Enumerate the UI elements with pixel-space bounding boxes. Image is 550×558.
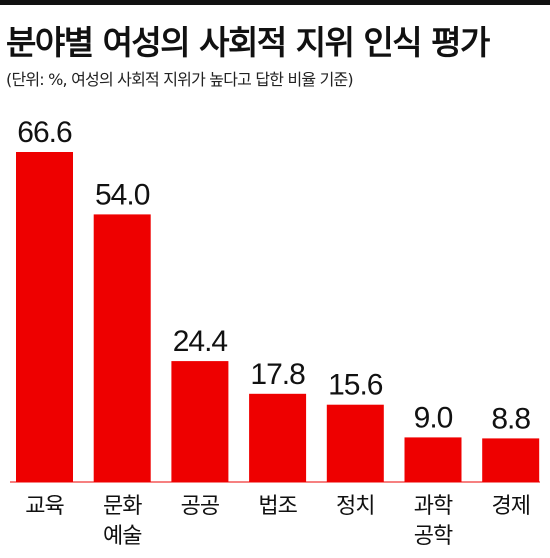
bar-6 xyxy=(482,438,540,482)
value-labels-group: 66.6 54.0 24.4 17.8 15.6 9.0 8.8 xyxy=(17,116,531,435)
category-label-5-0: 과학 xyxy=(414,494,453,519)
category-label-4-0: 정치 xyxy=(336,494,374,519)
category-label-0-0: 교육 xyxy=(25,494,64,519)
category-label-1-1: 예술 xyxy=(103,524,142,549)
bar-3 xyxy=(249,393,307,482)
category-label-3-0: 법조 xyxy=(258,494,297,519)
value-label-2: 24.4 xyxy=(173,325,228,358)
chart-title: 분야별 여성의 사회적 지위 인식 평가 xyxy=(6,23,490,62)
value-label-0: 66.6 xyxy=(17,116,72,149)
value-label-1: 54.0 xyxy=(95,178,150,211)
category-label-6-0: 경제 xyxy=(491,494,529,519)
value-label-4: 15.6 xyxy=(328,369,383,402)
bars-group xyxy=(16,152,540,482)
category-label-1-0: 문화 xyxy=(103,494,142,519)
category-label-2-0: 공공 xyxy=(181,494,220,519)
bar-0 xyxy=(16,152,73,482)
bar-1 xyxy=(93,214,151,482)
bar-2 xyxy=(171,361,229,482)
value-label-3: 17.8 xyxy=(250,358,305,391)
bar-5 xyxy=(404,437,462,482)
category-label-5-1: 공학 xyxy=(414,524,453,549)
bar-4 xyxy=(326,404,384,482)
value-label-6: 8.8 xyxy=(491,402,530,435)
top-rule xyxy=(0,0,550,5)
chart-subtitle: (단위: %, 여성의 사회적 지위가 높다고 답한 비율 기준) xyxy=(6,70,354,89)
value-label-5: 9.0 xyxy=(414,401,453,434)
